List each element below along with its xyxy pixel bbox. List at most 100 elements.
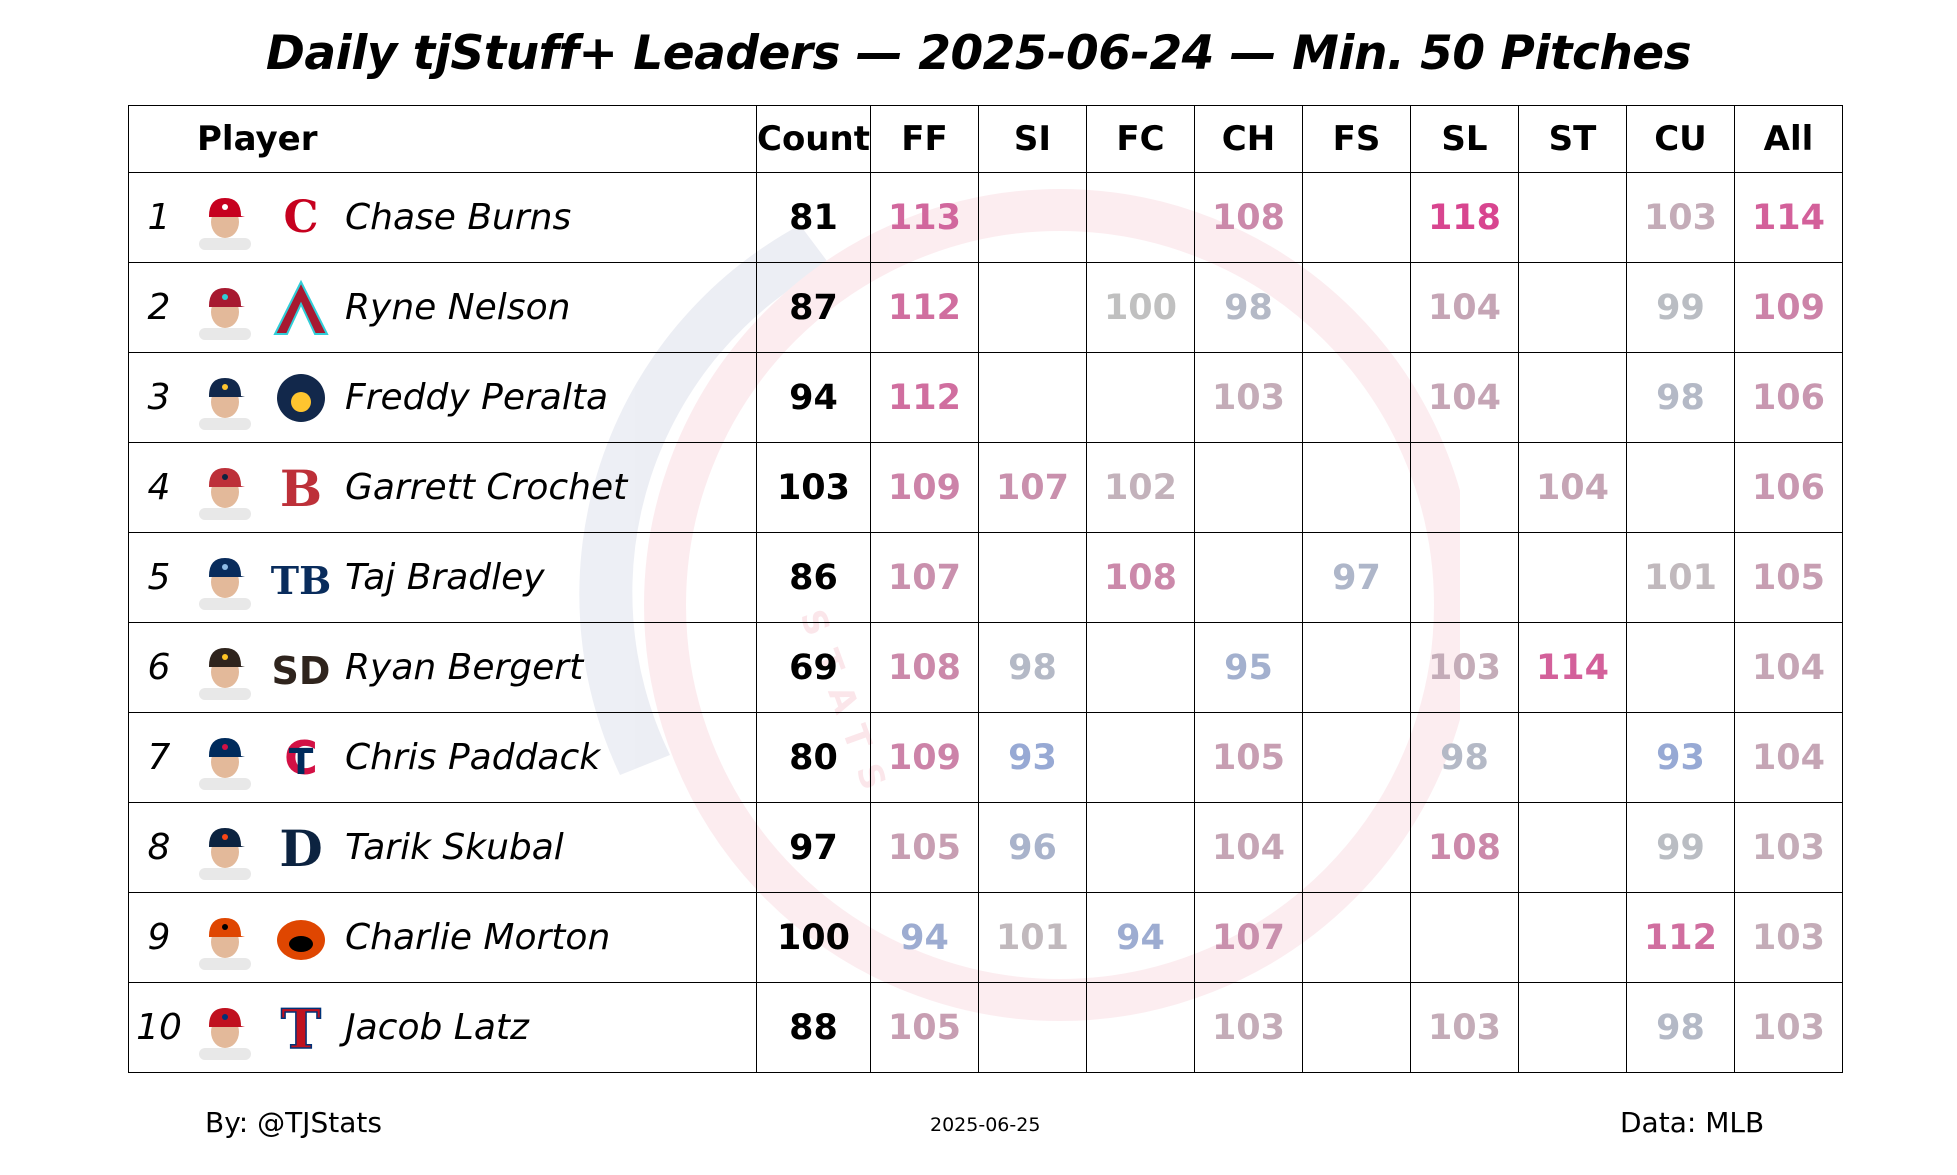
rank-label: 3	[147, 377, 171, 418]
player-name: Freddy Peralta	[345, 377, 609, 418]
column-header-ff: FF	[869, 105, 979, 173]
value-cell-si	[977, 532, 1087, 623]
value-cell-sl: 108	[1409, 802, 1519, 893]
player-headshot	[199, 917, 251, 970]
value-cell-fc	[1085, 352, 1195, 443]
value-cell-ff: 109	[869, 442, 979, 533]
player-name: Jacob Latz	[345, 1007, 529, 1048]
team-logo-icon	[277, 373, 325, 422]
value-cell-sl	[1409, 892, 1519, 983]
table-row: 3 Freddy Peralta 94 112 103 104 98 106	[128, 352, 1843, 443]
player-name: Tarik Skubal	[345, 827, 564, 868]
value-cell-all: 106	[1733, 442, 1843, 533]
count-cell: 81	[756, 172, 871, 263]
value-cell-sl: 98	[1409, 712, 1519, 803]
value-cell-fs	[1301, 262, 1411, 353]
svg-text:SD: SD	[272, 649, 331, 693]
value-cell-si	[977, 982, 1087, 1073]
count-cell: 80	[756, 712, 871, 803]
player-headshot	[199, 377, 251, 430]
value-cell-ff: 108	[869, 622, 979, 713]
value-cell-si: 101	[977, 892, 1087, 983]
footer-source: Data: MLB	[1620, 1106, 1765, 1139]
count-cell: 69	[756, 622, 871, 713]
value-cell-st: 104	[1517, 442, 1627, 533]
value-cell-fs	[1301, 352, 1411, 443]
value-cell-fs	[1301, 712, 1411, 803]
header-row: Player Count FF SI FC CH FS SL ST CU All	[128, 105, 1843, 173]
footer-date: 2025-06-25	[930, 1114, 1041, 1136]
svg-text:T: T	[289, 742, 314, 783]
value-cell-cu: 93	[1625, 712, 1735, 803]
value-cell-st	[1517, 892, 1627, 983]
player-cell: 10 T Jacob Latz	[128, 982, 757, 1073]
value-cell-cu: 98	[1625, 352, 1735, 443]
value-cell-fc	[1085, 172, 1195, 263]
value-cell-fc: 108	[1085, 532, 1195, 623]
value-cell-ff: 107	[869, 532, 979, 623]
player-headshot	[199, 467, 251, 520]
value-cell-sl: 118	[1409, 172, 1519, 263]
player-cell: 8 D Tarik Skubal	[128, 802, 757, 893]
value-cell-sl	[1409, 532, 1519, 623]
player-headshot	[199, 557, 251, 610]
value-cell-fs	[1301, 892, 1411, 983]
value-cell-cu	[1625, 442, 1735, 533]
player-cell: 7 C T Chris Paddack	[128, 712, 757, 803]
value-cell-ff: 109	[869, 712, 979, 803]
value-cell-ch: 95	[1193, 622, 1303, 713]
svg-text:C: C	[284, 731, 318, 785]
value-cell-si: 93	[977, 712, 1087, 803]
team-logo-icon: TB	[271, 558, 331, 603]
rank-label: 5	[147, 557, 171, 598]
rank-label: 7	[147, 737, 171, 778]
player-name: Charlie Morton	[345, 917, 611, 958]
value-cell-fs	[1301, 802, 1411, 893]
value-cell-st	[1517, 262, 1627, 353]
team-logo-icon: C	[283, 192, 318, 243]
value-cell-cu: 101	[1625, 532, 1735, 623]
value-cell-ch	[1193, 442, 1303, 533]
count-cell: 86	[756, 532, 871, 623]
player-cell: 2 Ryne Nelson	[128, 262, 757, 353]
rank-label: 4	[147, 467, 171, 508]
value-cell-all: 105	[1733, 532, 1843, 623]
player-headshot	[199, 737, 251, 790]
count-cell: 100	[756, 892, 871, 983]
value-cell-sl: 104	[1409, 352, 1519, 443]
count-cell: 88	[756, 982, 871, 1073]
table-row: 7 C T Chris Paddack 80 109 93 105 98 93 104	[128, 712, 1843, 803]
team-logo-icon: D	[279, 819, 322, 878]
value-cell-all: 106	[1733, 352, 1843, 443]
value-cell-all: 104	[1733, 712, 1843, 803]
table-row: 1 C Chase Burns 81 113 108 118 103 114	[128, 172, 1843, 263]
value-cell-ff: 113	[869, 172, 979, 263]
value-cell-si: 98	[977, 622, 1087, 713]
value-cell-all: 114	[1733, 172, 1843, 263]
player-cell: 5 TB Taj Bradley	[128, 532, 757, 623]
column-header-st: ST	[1517, 105, 1627, 173]
value-cell-st	[1517, 532, 1627, 623]
table-row: 9 Charlie Morton 100 94 101 94 107 112 103	[128, 892, 1843, 983]
table-row: 2 Ryne Nelson 87 112 100 98 104 99 109	[128, 262, 1843, 353]
value-cell-fc	[1085, 712, 1195, 803]
footer-author: By: @TJStats	[205, 1106, 382, 1139]
value-cell-ff: 94	[869, 892, 979, 983]
column-header-sl: SL	[1409, 105, 1519, 173]
player-name: Chase Burns	[345, 197, 572, 238]
value-cell-si	[977, 262, 1087, 353]
value-cell-sl: 103	[1409, 622, 1519, 713]
svg-text:TB: TB	[271, 558, 331, 603]
value-cell-si	[977, 352, 1087, 443]
value-cell-ch: 103	[1193, 352, 1303, 443]
value-cell-fc	[1085, 802, 1195, 893]
svg-text:T: T	[281, 997, 321, 1060]
value-cell-all: 104	[1733, 622, 1843, 713]
value-cell-ch: 98	[1193, 262, 1303, 353]
column-header-fs: FS	[1301, 105, 1411, 173]
value-cell-sl: 103	[1409, 982, 1519, 1073]
value-cell-cu: 98	[1625, 982, 1735, 1073]
team-logo-icon: B	[280, 459, 322, 518]
value-cell-ch	[1193, 532, 1303, 623]
value-cell-fs	[1301, 622, 1411, 713]
